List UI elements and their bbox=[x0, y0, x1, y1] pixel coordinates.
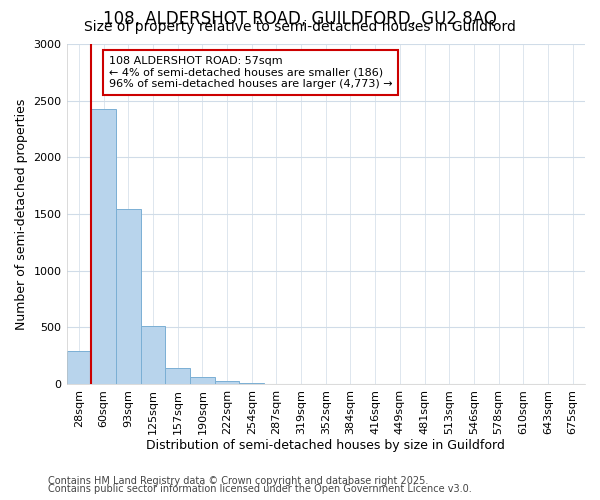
X-axis label: Distribution of semi-detached houses by size in Guildford: Distribution of semi-detached houses by … bbox=[146, 440, 505, 452]
Text: Contains HM Land Registry data © Crown copyright and database right 2025.: Contains HM Land Registry data © Crown c… bbox=[48, 476, 428, 486]
Y-axis label: Number of semi-detached properties: Number of semi-detached properties bbox=[15, 98, 28, 330]
Bar bbox=[116, 209, 140, 384]
Text: Contains public sector information licensed under the Open Government Licence v3: Contains public sector information licen… bbox=[48, 484, 472, 494]
Text: Size of property relative to semi-detached houses in Guildford: Size of property relative to semi-detach… bbox=[84, 20, 516, 34]
Text: 108 ALDERSHOT ROAD: 57sqm
← 4% of semi-detached houses are smaller (186)
96% of : 108 ALDERSHOT ROAD: 57sqm ← 4% of semi-d… bbox=[109, 56, 392, 89]
Text: 108, ALDERSHOT ROAD, GUILDFORD, GU2 8AQ: 108, ALDERSHOT ROAD, GUILDFORD, GU2 8AQ bbox=[103, 10, 497, 28]
Bar bbox=[67, 350, 91, 384]
Bar bbox=[190, 377, 215, 384]
Bar bbox=[215, 381, 239, 384]
Bar bbox=[91, 108, 116, 384]
Bar bbox=[140, 326, 165, 384]
Bar bbox=[165, 368, 190, 384]
Bar bbox=[239, 383, 264, 384]
